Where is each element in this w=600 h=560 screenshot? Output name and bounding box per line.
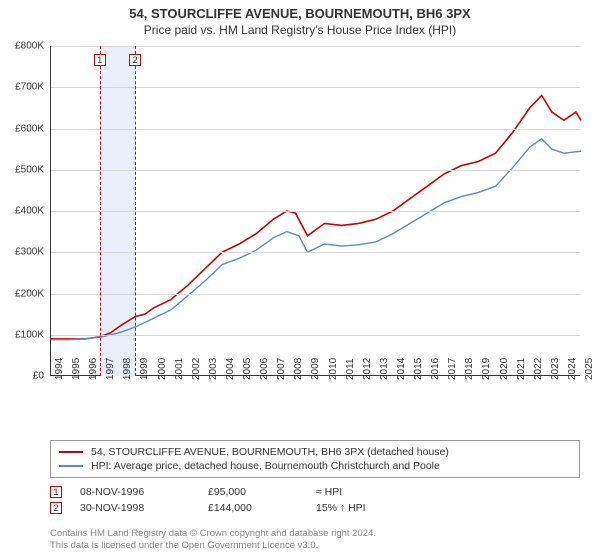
x-axis-label: 1997 xyxy=(105,358,116,380)
y-axis-label: £700K xyxy=(15,82,44,93)
y-gridline xyxy=(51,129,580,130)
datapoint-marker: 1 xyxy=(50,486,62,498)
x-axis-label: 2018 xyxy=(464,358,475,380)
sale-marker-line xyxy=(100,46,101,376)
y-axis-label: £100K xyxy=(15,329,44,340)
attribution-line-2: This data is licensed under the Open Gov… xyxy=(50,540,580,552)
chart-title: 54, STOURCLIFFE AVENUE, BOURNEMOUTH, BH6… xyxy=(0,0,600,21)
x-axis-label: 2014 xyxy=(396,358,407,380)
y-gridline xyxy=(51,46,580,47)
x-axis-label: 2017 xyxy=(447,358,458,380)
x-axis-label: 2008 xyxy=(293,358,304,380)
datapoint-price: £95,000 xyxy=(208,486,298,498)
y-gridline xyxy=(51,170,580,171)
legend: 54, STOURCLIFFE AVENUE, BOURNEMOUTH, BH6… xyxy=(50,440,580,478)
x-axis-label: 1996 xyxy=(88,358,99,380)
datapoint-price: £144,000 xyxy=(208,502,298,514)
y-gridline xyxy=(51,211,580,212)
x-axis-label: 2007 xyxy=(276,358,287,380)
y-gridline xyxy=(51,294,580,295)
x-axis-label: 2002 xyxy=(191,358,202,380)
y-axis-label: £200K xyxy=(15,288,44,299)
datapoint-delta: 15% ↑ HPI xyxy=(316,502,366,514)
y-gridline xyxy=(51,252,580,253)
y-gridline xyxy=(51,87,580,88)
x-axis-label: 2001 xyxy=(174,358,185,380)
x-axis-label: 2019 xyxy=(481,358,492,380)
attribution-line-1: Contains HM Land Registry data © Crown c… xyxy=(50,528,580,540)
x-axis-label: 2005 xyxy=(242,358,253,380)
chart-subtitle: Price paid vs. HM Land Registry's House … xyxy=(0,21,600,41)
x-axis-label: 2010 xyxy=(328,358,339,380)
legend-row: 54, STOURCLIFFE AVENUE, BOURNEMOUTH, BH6… xyxy=(59,445,571,459)
y-axis-label: £800K xyxy=(15,41,44,52)
y-axis-label: £0 xyxy=(33,371,44,382)
series-line-price_paid xyxy=(51,96,581,339)
y-axis-label: £500K xyxy=(15,164,44,175)
x-axis-label: 2024 xyxy=(567,358,578,380)
sale-marker-box: 2 xyxy=(129,54,141,66)
datapoint-marker: 2 xyxy=(50,502,62,514)
attribution: Contains HM Land Registry data © Crown c… xyxy=(50,528,580,553)
y-axis-label: £400K xyxy=(15,206,44,217)
datapoint-date: 30-NOV-1998 xyxy=(80,502,190,514)
legend-swatch xyxy=(59,451,83,453)
sale-datapoints-table: 1 08-NOV-1996 £95,000 ≈ HPI 2 30-NOV-1998 £144… xyxy=(50,484,580,516)
x-axis-label: 2011 xyxy=(345,358,356,380)
x-axis-label: 1994 xyxy=(54,358,65,380)
datapoint-delta: ≈ HPI xyxy=(316,486,342,498)
x-axis-label: 2012 xyxy=(362,358,373,380)
x-axis-label: 2021 xyxy=(516,358,527,380)
x-axis-label: 2009 xyxy=(310,358,321,380)
y-axis-label: £600K xyxy=(15,123,44,134)
datapoint-date: 08-NOV-1996 xyxy=(80,486,190,498)
x-axis-label: 1999 xyxy=(139,358,150,380)
x-axis-label: 1998 xyxy=(122,358,133,380)
x-axis-label: 2006 xyxy=(259,358,270,380)
legend-label: 54, STOURCLIFFE AVENUE, BOURNEMOUTH, BH6… xyxy=(91,446,449,458)
x-axis-label: 2015 xyxy=(413,358,424,380)
x-axis-label: 2016 xyxy=(430,358,441,380)
legend-swatch xyxy=(59,465,83,467)
plot-region: 12 xyxy=(50,46,580,376)
chart-container: 54, STOURCLIFFE AVENUE, BOURNEMOUTH, BH6… xyxy=(0,0,600,560)
x-axis-label: 2020 xyxy=(499,358,510,380)
x-axis-label: 2003 xyxy=(208,358,219,380)
y-gridline xyxy=(51,335,580,336)
sale-marker-line xyxy=(135,46,136,376)
legend-label: HPI: Average price, detached house, Bour… xyxy=(91,460,440,472)
x-axis-label: 2013 xyxy=(379,358,390,380)
x-axis-label: 2025 xyxy=(584,358,595,380)
x-axis-label: 2004 xyxy=(225,358,236,380)
x-axis-label: 2000 xyxy=(157,358,168,380)
x-axis-label: 2022 xyxy=(533,358,544,380)
x-axis-label: 1995 xyxy=(71,358,82,380)
legend-row: HPI: Average price, detached house, Bour… xyxy=(59,459,571,473)
x-axis-label: 2023 xyxy=(550,358,561,380)
datapoint-row: 2 30-NOV-1998 £144,000 15% ↑ HPI xyxy=(50,500,580,516)
datapoint-row: 1 08-NOV-1996 £95,000 ≈ HPI xyxy=(50,484,580,500)
chart-area: 12 £0£100K£200K£300K£400K£500K£600K£700K… xyxy=(50,46,580,396)
sale-marker-box: 1 xyxy=(94,54,106,66)
y-axis-label: £300K xyxy=(15,247,44,258)
